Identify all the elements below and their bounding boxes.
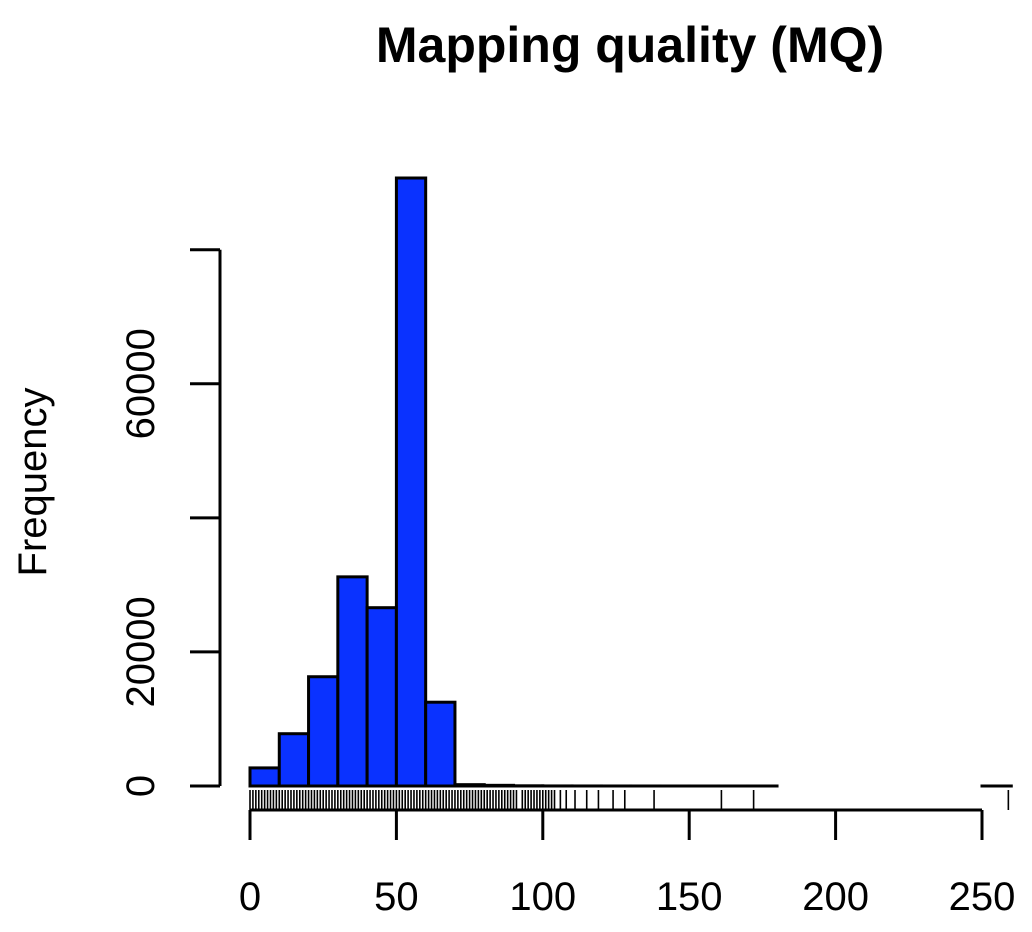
x-tick-label: 200 <box>802 875 869 919</box>
x-tick-label: 0 <box>239 875 261 919</box>
bar <box>482 783 516 788</box>
x-tick-label: 50 <box>374 875 419 919</box>
bar <box>248 766 281 788</box>
chart-title: Mapping quality (MQ) <box>376 17 884 73</box>
x-tick-label: 100 <box>509 875 576 919</box>
x-tick-label: 150 <box>656 875 723 919</box>
bar <box>394 176 428 788</box>
y-tick-label: 60000 <box>119 328 163 439</box>
y-tick-label: 0 <box>119 775 163 797</box>
bar <box>307 675 340 788</box>
bar <box>453 783 486 788</box>
x-tick-label: 250 <box>949 875 1016 919</box>
bar <box>336 575 369 788</box>
bar <box>365 606 398 788</box>
y-axis-label: Frequency <box>11 388 55 577</box>
bar <box>424 700 457 788</box>
y-tick-label: 20000 <box>119 596 163 707</box>
bar <box>277 732 311 788</box>
